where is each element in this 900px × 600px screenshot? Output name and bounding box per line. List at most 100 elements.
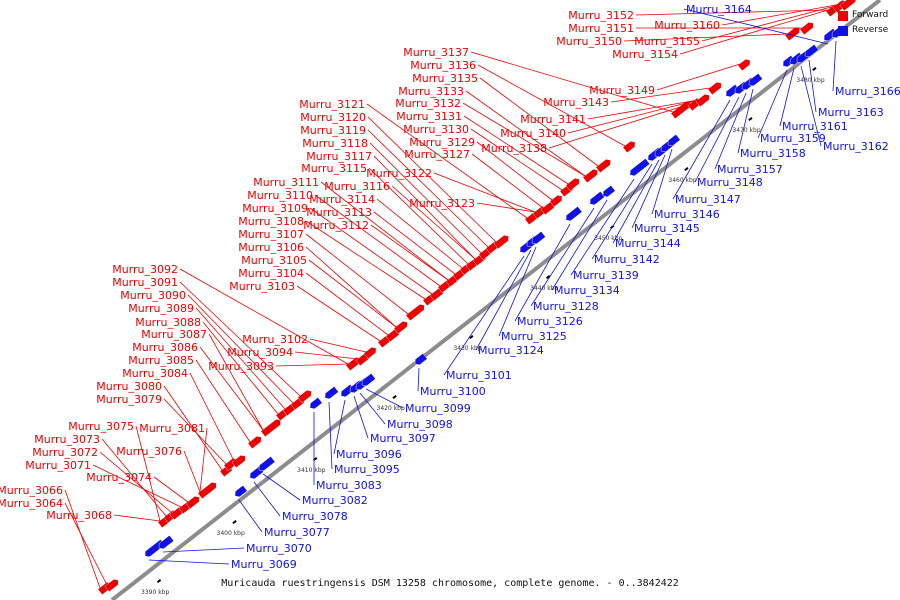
forward-connector bbox=[305, 220, 426, 300]
forward-gene-glyph-shape bbox=[737, 58, 751, 72]
forward-connector bbox=[610, 87, 711, 103]
reverse-connector bbox=[612, 159, 660, 244]
reverse-connector bbox=[417, 367, 420, 392]
forward-gene-label: Murru_3103 bbox=[229, 280, 295, 293]
reverse-connector bbox=[570, 178, 635, 276]
forward-gene-glyph-shape bbox=[247, 436, 262, 450]
forward-connector bbox=[470, 128, 563, 191]
forward-gene-label: Murru_3080 bbox=[96, 380, 162, 393]
scale-tick-label: 3420 kbp bbox=[377, 405, 405, 412]
forward-connector bbox=[275, 363, 349, 367]
forward-connector bbox=[587, 99, 699, 120]
reverse-gene-label: Murru_3134 bbox=[554, 284, 620, 297]
forward-gene-glyph bbox=[565, 178, 580, 192]
forward-connector bbox=[391, 185, 476, 260]
forward-gene-glyph-shape bbox=[197, 482, 217, 500]
scale-tick-label: 3430 kbp bbox=[453, 345, 481, 352]
reverse-gene-label: Murru_3069 bbox=[231, 558, 297, 571]
forward-connector bbox=[305, 272, 389, 336]
reverse-gene-glyph bbox=[629, 158, 651, 177]
reverse-swatch bbox=[838, 25, 848, 36]
forward-connector bbox=[195, 307, 286, 410]
reverse-connector bbox=[514, 223, 571, 322]
forward-gene-glyph-shape bbox=[493, 235, 509, 250]
forward-connector bbox=[187, 294, 294, 404]
reverse-gene-label: Murru_3082 bbox=[302, 494, 368, 507]
reverse-gene-label: Murru_3166 bbox=[835, 85, 900, 98]
forward-gene-label: Murru_3154 bbox=[612, 48, 678, 61]
reverse-connector bbox=[757, 69, 788, 139]
scale-tick bbox=[684, 167, 689, 172]
scale-tick-label: 3410 kbp bbox=[297, 467, 325, 474]
reverse-connector bbox=[714, 92, 747, 170]
reverse-connector bbox=[253, 481, 281, 517]
forward-gene-glyph-shape bbox=[707, 82, 722, 96]
reverse-connector bbox=[443, 255, 525, 376]
forward-gene-glyph bbox=[363, 346, 377, 360]
reverse-gene-glyph-shape bbox=[324, 386, 339, 400]
forward-connector bbox=[470, 51, 674, 113]
forward-gene-glyph bbox=[549, 194, 563, 208]
forward-gene-glyph bbox=[197, 482, 217, 500]
reverse-connector bbox=[808, 59, 817, 113]
reverse-gene-glyph-shape bbox=[309, 397, 323, 410]
reverse-gene-glyph-shape bbox=[361, 373, 376, 387]
forward-connector bbox=[367, 116, 497, 243]
reverse-gene-label: Murru_3101 bbox=[446, 369, 512, 382]
forward-gene-glyph-shape bbox=[393, 321, 408, 335]
forward-gene-glyph-shape bbox=[231, 455, 246, 469]
forward-gene-label: Murru_3088 bbox=[135, 316, 201, 329]
forward-gene-glyph bbox=[393, 321, 408, 335]
forward-connector bbox=[101, 438, 167, 517]
forward-swatch bbox=[838, 10, 848, 21]
reverse-gene-label: Murru_3146 bbox=[654, 208, 720, 221]
forward-gene-glyph bbox=[104, 579, 119, 593]
forward-gene-glyph-shape bbox=[260, 419, 281, 438]
forward-connector bbox=[202, 321, 279, 415]
forward-gene-glyph bbox=[707, 82, 722, 96]
forward-gene-glyph bbox=[799, 22, 814, 36]
forward-gene-glyph bbox=[595, 159, 611, 174]
reverse-gene-label: Murru_3100 bbox=[420, 385, 486, 398]
forward-gene-glyph-shape bbox=[582, 169, 598, 184]
forward-gene-label: Murru_3138 bbox=[481, 142, 547, 155]
forward-gene-label: Murru_3152 bbox=[568, 9, 634, 22]
reverse-gene-label: Murru_3126 bbox=[517, 315, 583, 328]
reverse-gene-glyph-shape bbox=[565, 206, 583, 222]
reverse-gene-label: Murru_3145 bbox=[634, 222, 700, 235]
forward-gene-label: Murru_3135 bbox=[412, 72, 478, 85]
forward-gene-glyph bbox=[231, 455, 246, 469]
legend-reverse-label: Reverse bbox=[852, 25, 889, 35]
reverse-gene-glyph bbox=[258, 456, 276, 472]
forward-gene-glyph-shape bbox=[839, 0, 857, 12]
forward-gene-label: Murru_3072 bbox=[32, 446, 98, 459]
reverse-connector bbox=[832, 40, 837, 92]
forward-gene-label: Murru_3091 bbox=[112, 276, 178, 289]
forward-connector bbox=[548, 103, 691, 149]
forward-gene-label: Murru_3132 bbox=[395, 97, 461, 110]
reverse-gene-label: Murru_3159 bbox=[760, 132, 826, 145]
legend-forward: Forward bbox=[838, 8, 888, 23]
reverse-gene-glyph bbox=[414, 353, 428, 366]
forward-connector bbox=[656, 63, 741, 91]
forward-connector bbox=[476, 202, 536, 213]
reverse-gene-label: Murru_3157 bbox=[717, 163, 783, 176]
reverse-gene-glyph-shape bbox=[748, 73, 763, 87]
forward-gene-label: Murru_3143 bbox=[543, 96, 609, 109]
forward-gene-label: Murru_3117 bbox=[306, 150, 372, 163]
reverse-connector bbox=[651, 148, 673, 215]
forward-gene-glyph-shape bbox=[595, 159, 611, 174]
forward-gene-glyph bbox=[737, 58, 751, 72]
forward-gene-glyph-shape bbox=[799, 22, 814, 36]
reverse-gene-glyph-shape bbox=[531, 231, 546, 245]
forward-gene-label: Murru_3155 bbox=[634, 35, 700, 48]
forward-gene-label: Murru_3131 bbox=[396, 110, 462, 123]
forward-gene-label: Murru_3149 bbox=[589, 84, 655, 97]
forward-gene-label: Murru_3079 bbox=[96, 393, 162, 406]
legend-forward-label: Forward bbox=[852, 10, 889, 20]
forward-connector bbox=[463, 115, 569, 185]
forward-connector bbox=[721, 3, 843, 26]
reverse-gene-glyph bbox=[804, 44, 819, 58]
reverse-gene-glyph bbox=[589, 191, 606, 206]
